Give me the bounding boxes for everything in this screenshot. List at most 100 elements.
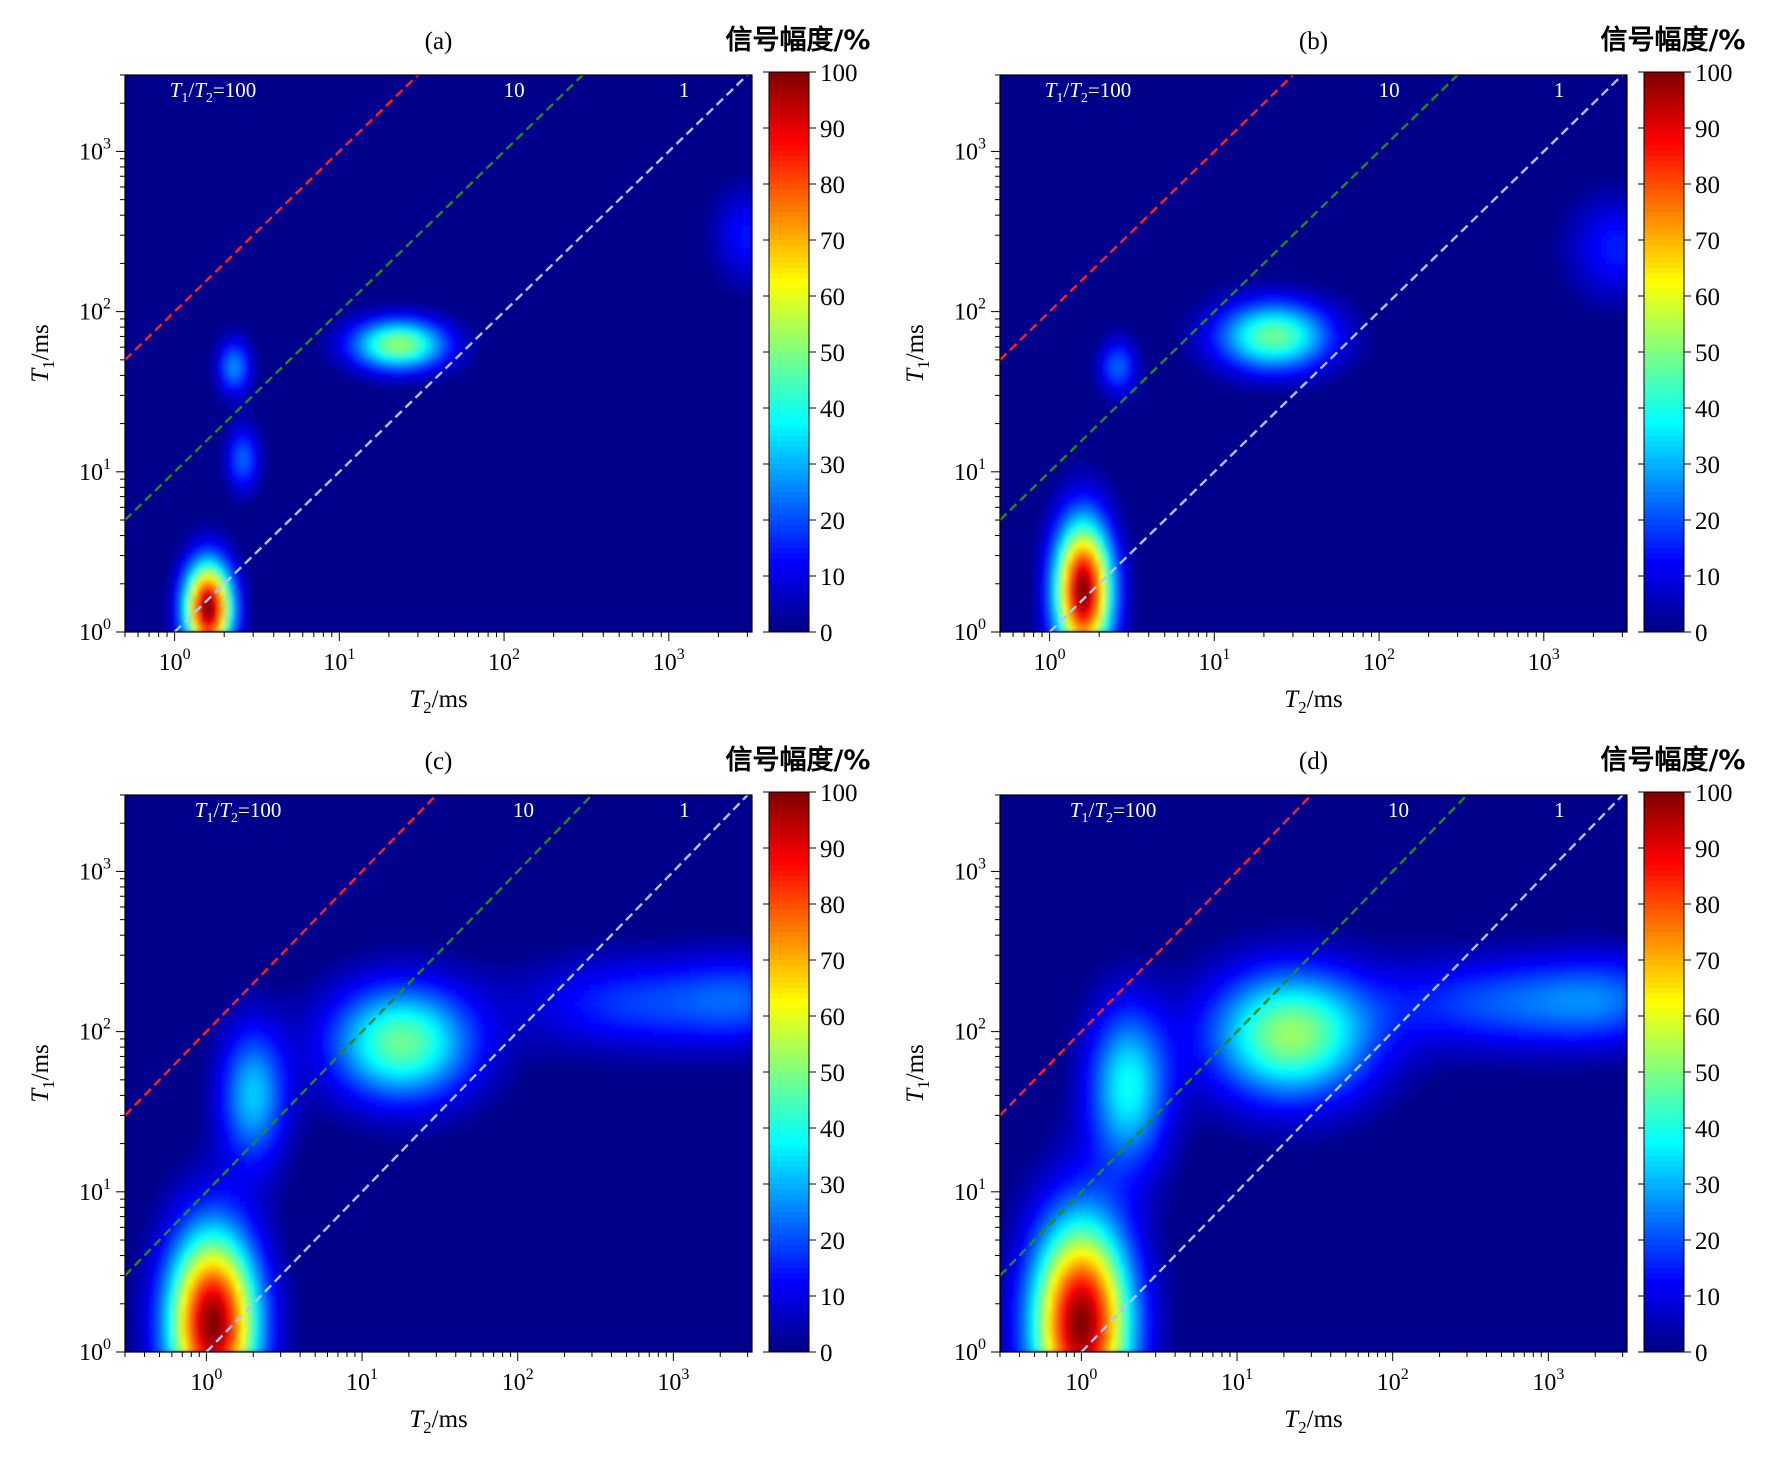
heatmap-cell: [595, 967, 602, 974]
heatmap-cell: [433, 1040, 440, 1047]
heatmap-cell: [657, 989, 664, 997]
heatmap-cell: [266, 1051, 272, 1058]
heatmap-cell: [1611, 286, 1618, 293]
heatmap-cell: [1334, 342, 1341, 349]
heatmap-cell: [229, 492, 236, 499]
heatmap-cell: [417, 325, 424, 332]
x-tick-label: 100: [1034, 646, 1066, 676]
heatmap-cell: [569, 950, 575, 958]
heatmap-cell: [1256, 353, 1262, 360]
heatmap-cell: [1313, 286, 1320, 293]
heatmap-cell: [234, 392, 241, 399]
heatmap-cell: [1130, 375, 1137, 382]
heatmap-cell: [1250, 336, 1257, 343]
heatmap-cell: [1083, 476, 1090, 483]
heatmap-cell: [177, 587, 184, 594]
heatmap-cell: [480, 973, 487, 980]
heatmap-cell: [1047, 626, 1053, 632]
heatmap-cell: [746, 175, 752, 182]
heatmap-cell: [1052, 503, 1059, 511]
heatmap-cell: [1256, 286, 1262, 293]
heatmap-cell: [239, 353, 246, 360]
heatmap-cell: [715, 214, 722, 221]
heatmap-cell: [1360, 336, 1367, 343]
heatmap-cell: [255, 1051, 262, 1058]
colorbar-tick-label: 50: [1695, 340, 1720, 367]
heatmap-cell: [344, 359, 351, 366]
heatmap-cell: [1323, 353, 1330, 360]
heatmap-cell: [1256, 281, 1262, 288]
heatmap-cell: [548, 1012, 555, 1019]
heatmap-cell: [386, 1028, 393, 1036]
heatmap-cell: [610, 989, 617, 997]
heatmap-cell: [407, 984, 413, 991]
heatmap-cell: [710, 1040, 717, 1047]
heatmap-cell: [1250, 370, 1257, 377]
heatmap-cell: [219, 537, 225, 544]
colorbar-segment: [769, 458, 809, 465]
heatmap-cell: [328, 325, 335, 332]
heatmap-cell: [1114, 392, 1121, 399]
heatmap-cell: [271, 995, 278, 1002]
heatmap-cell: [1219, 286, 1226, 293]
heatmap-cell: [349, 314, 356, 321]
heatmap-cell: [354, 331, 361, 338]
heatmap-cell: [678, 1017, 685, 1024]
heatmap-cell: [543, 1001, 549, 1008]
heatmap-cell: [334, 984, 340, 991]
heatmap-cell: [213, 626, 220, 632]
colorbar-segment: [1644, 262, 1684, 269]
heatmap-cell: [689, 962, 696, 969]
heatmap-cell: [323, 967, 330, 974]
heatmap-cell: [297, 984, 304, 991]
heatmap-cell: [401, 1045, 408, 1052]
heatmap-cell: [694, 945, 701, 952]
heatmap-cell: [511, 1012, 518, 1019]
heatmap-cell: [715, 962, 722, 969]
heatmap-cell: [631, 1051, 638, 1058]
heatmap-cell: [1574, 219, 1581, 226]
heatmap-cell: [459, 347, 466, 355]
heatmap-cell: [532, 967, 539, 974]
heatmap-cell: [610, 950, 617, 958]
heatmap-cell: [1574, 264, 1581, 271]
heatmap-cell: [475, 962, 481, 969]
heatmap-cell: [621, 1017, 628, 1024]
heatmap-cell: [1083, 481, 1090, 488]
heatmap-cell: [245, 359, 251, 366]
colorbar-segment: [769, 497, 809, 504]
heatmap-cell: [1062, 581, 1069, 589]
heatmap-cell: [600, 945, 607, 952]
heatmap-cell: [239, 442, 246, 449]
heatmap-cell: [422, 989, 429, 997]
heatmap-cell: [365, 303, 372, 310]
heatmap-cell: [1036, 565, 1043, 572]
heatmap-cell: [1083, 559, 1090, 566]
heatmap-cell: [605, 1006, 612, 1013]
heatmap-cell: [464, 347, 471, 355]
heatmap-cell: [1188, 336, 1194, 343]
heatmap-cell: [605, 973, 612, 980]
heatmap-cell: [1329, 314, 1335, 321]
heatmap-cell: [443, 967, 450, 974]
colorbar-segment: [769, 559, 809, 566]
heatmap-cell: [1287, 286, 1294, 293]
heatmap-cell: [1041, 554, 1048, 561]
heatmap-cell: [318, 347, 325, 355]
heatmap-cell: [1276, 375, 1283, 382]
heatmap-cell: [250, 995, 257, 1002]
heatmap-cell: [710, 1001, 717, 1008]
heatmap-cell: [1287, 303, 1294, 310]
heatmap-cell: [511, 1056, 518, 1063]
heatmap-cell: [522, 1006, 528, 1013]
heatmap-cell: [1595, 225, 1602, 232]
heatmap-cell: [469, 956, 476, 963]
heatmap-cell: [731, 1006, 737, 1013]
heatmap-cell: [412, 1006, 419, 1013]
heatmap-cell: [438, 325, 445, 332]
heatmap-cell: [475, 984, 481, 991]
heatmap-cell: [1564, 219, 1571, 226]
heatmap-cell: [631, 1045, 638, 1052]
heatmap-cell: [558, 995, 565, 1002]
heatmap-cell: [725, 956, 732, 963]
